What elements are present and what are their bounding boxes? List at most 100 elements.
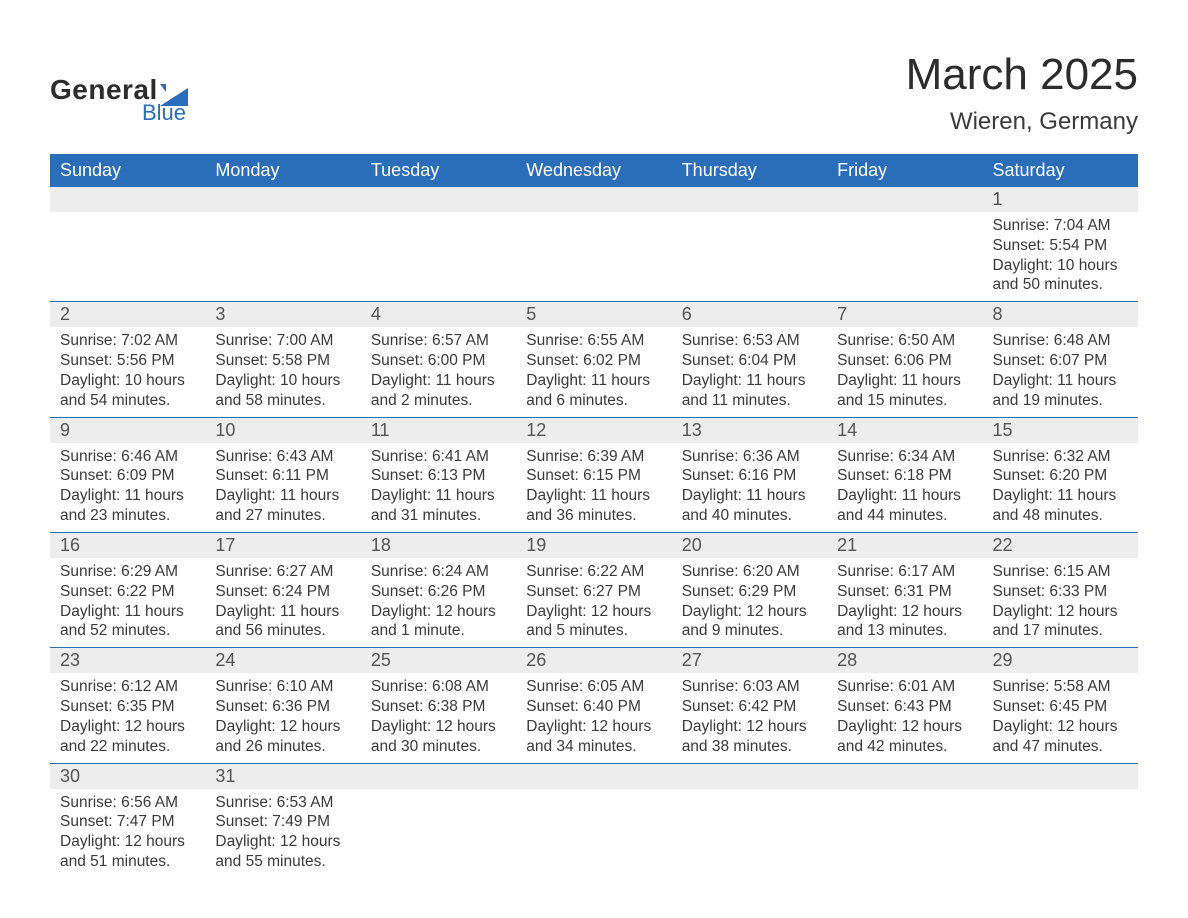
calendar-cell: 18Sunrise: 6:24 AMSunset: 6:26 PMDayligh… <box>361 532 516 647</box>
calendar-cell: 30Sunrise: 6:56 AMSunset: 7:47 PMDayligh… <box>50 763 205 878</box>
sunset-line: Sunset: 6:24 PM <box>215 582 350 602</box>
calendar-cell: 28Sunrise: 6:01 AMSunset: 6:43 PMDayligh… <box>827 648 982 763</box>
sunset-line: Sunset: 5:58 PM <box>215 351 350 371</box>
daylight-line-2: and 5 minutes. <box>526 621 661 641</box>
calendar-week-row: 16Sunrise: 6:29 AMSunset: 6:22 PMDayligh… <box>50 532 1138 647</box>
sunset-line: Sunset: 6:38 PM <box>371 697 506 717</box>
daylight-line-2: and 56 minutes. <box>215 621 350 641</box>
day-number: 7 <box>827 302 982 327</box>
day-number: 26 <box>516 648 671 673</box>
day-body: Sunrise: 6:48 AMSunset: 6:07 PMDaylight:… <box>983 327 1138 416</box>
calendar-cell: 23Sunrise: 6:12 AMSunset: 6:35 PMDayligh… <box>50 648 205 763</box>
day-body: Sunrise: 7:04 AMSunset: 5:54 PMDaylight:… <box>983 212 1138 301</box>
daylight-line-1: Daylight: 11 hours <box>837 486 972 506</box>
daylight-line-1: Daylight: 11 hours <box>837 371 972 391</box>
sunrise-line: Sunrise: 6:39 AM <box>526 447 661 467</box>
calendar-cell: 24Sunrise: 6:10 AMSunset: 6:36 PMDayligh… <box>205 648 360 763</box>
daylight-line-1: Daylight: 12 hours <box>837 602 972 622</box>
daylight-line-1: Daylight: 11 hours <box>60 602 195 622</box>
daylight-line-2: and 9 minutes. <box>682 621 817 641</box>
day-number <box>361 187 516 212</box>
calendar-cell <box>361 187 516 302</box>
calendar-cell: 16Sunrise: 6:29 AMSunset: 6:22 PMDayligh… <box>50 532 205 647</box>
day-body: Sunrise: 6:43 AMSunset: 6:11 PMDaylight:… <box>205 443 360 532</box>
sunset-line: Sunset: 5:54 PM <box>993 236 1128 256</box>
day-number: 22 <box>983 533 1138 558</box>
weekday-header: Thursday <box>672 154 827 187</box>
sunset-line: Sunset: 6:45 PM <box>993 697 1128 717</box>
day-body: Sunrise: 6:24 AMSunset: 6:26 PMDaylight:… <box>361 558 516 647</box>
daylight-line-2: and 55 minutes. <box>215 852 350 872</box>
calendar-cell: 17Sunrise: 6:27 AMSunset: 6:24 PMDayligh… <box>205 532 360 647</box>
calendar-cell: 13Sunrise: 6:36 AMSunset: 6:16 PMDayligh… <box>672 417 827 532</box>
day-body <box>50 212 205 292</box>
sunrise-line: Sunrise: 6:34 AM <box>837 447 972 467</box>
sunset-line: Sunset: 6:04 PM <box>682 351 817 371</box>
day-number: 9 <box>50 418 205 443</box>
day-body <box>361 789 516 869</box>
day-body: Sunrise: 6:41 AMSunset: 6:13 PMDaylight:… <box>361 443 516 532</box>
calendar-cell: 25Sunrise: 6:08 AMSunset: 6:38 PMDayligh… <box>361 648 516 763</box>
daylight-line-1: Daylight: 11 hours <box>682 371 817 391</box>
day-body <box>827 789 982 869</box>
sunrise-line: Sunrise: 6:22 AM <box>526 562 661 582</box>
title-block: March 2025 Wieren, Germany <box>906 50 1138 136</box>
calendar-cell: 2Sunrise: 7:02 AMSunset: 5:56 PMDaylight… <box>50 302 205 417</box>
sunrise-line: Sunrise: 6:12 AM <box>60 677 195 697</box>
sunrise-line: Sunrise: 6:32 AM <box>993 447 1128 467</box>
calendar-cell <box>672 763 827 878</box>
sunset-line: Sunset: 6:33 PM <box>993 582 1128 602</box>
sunset-line: Sunset: 6:15 PM <box>526 466 661 486</box>
day-body: Sunrise: 5:58 AMSunset: 6:45 PMDaylight:… <box>983 673 1138 762</box>
daylight-line-1: Daylight: 12 hours <box>60 717 195 737</box>
daylight-line-2: and 54 minutes. <box>60 391 195 411</box>
daylight-line-1: Daylight: 12 hours <box>215 832 350 852</box>
sunrise-line: Sunrise: 6:17 AM <box>837 562 972 582</box>
sunrise-line: Sunrise: 6:48 AM <box>993 331 1128 351</box>
day-body: Sunrise: 6:20 AMSunset: 6:29 PMDaylight:… <box>672 558 827 647</box>
calendar-cell: 14Sunrise: 6:34 AMSunset: 6:18 PMDayligh… <box>827 417 982 532</box>
calendar-cell <box>827 187 982 302</box>
sunset-line: Sunset: 7:47 PM <box>60 812 195 832</box>
weekday-header: Tuesday <box>361 154 516 187</box>
sunrise-line: Sunrise: 6:55 AM <box>526 331 661 351</box>
sunset-line: Sunset: 7:49 PM <box>215 812 350 832</box>
calendar-cell <box>827 763 982 878</box>
sunrise-line: Sunrise: 5:58 AM <box>993 677 1128 697</box>
daylight-line-1: Daylight: 11 hours <box>371 486 506 506</box>
day-number <box>672 764 827 789</box>
day-body: Sunrise: 7:02 AMSunset: 5:56 PMDaylight:… <box>50 327 205 416</box>
day-body <box>361 212 516 292</box>
calendar-cell: 8Sunrise: 6:48 AMSunset: 6:07 PMDaylight… <box>983 302 1138 417</box>
calendar-cell: 12Sunrise: 6:39 AMSunset: 6:15 PMDayligh… <box>516 417 671 532</box>
calendar-week-row: 1Sunrise: 7:04 AMSunset: 5:54 PMDaylight… <box>50 187 1138 302</box>
day-body: Sunrise: 6:03 AMSunset: 6:42 PMDaylight:… <box>672 673 827 762</box>
calendar-cell <box>361 763 516 878</box>
calendar-cell <box>672 187 827 302</box>
calendar-cell: 19Sunrise: 6:22 AMSunset: 6:27 PMDayligh… <box>516 532 671 647</box>
calendar-cell: 3Sunrise: 7:00 AMSunset: 5:58 PMDaylight… <box>205 302 360 417</box>
day-body <box>672 212 827 292</box>
daylight-line-2: and 19 minutes. <box>993 391 1128 411</box>
day-body: Sunrise: 6:57 AMSunset: 6:00 PMDaylight:… <box>361 327 516 416</box>
daylight-line-1: Daylight: 10 hours <box>60 371 195 391</box>
daylight-line-2: and 47 minutes. <box>993 737 1128 757</box>
sunrise-line: Sunrise: 6:53 AM <box>682 331 817 351</box>
day-body: Sunrise: 6:01 AMSunset: 6:43 PMDaylight:… <box>827 673 982 762</box>
sunrise-line: Sunrise: 6:43 AM <box>215 447 350 467</box>
sunset-line: Sunset: 6:09 PM <box>60 466 195 486</box>
daylight-line-2: and 52 minutes. <box>60 621 195 641</box>
sunset-line: Sunset: 6:16 PM <box>682 466 817 486</box>
sunrise-line: Sunrise: 7:04 AM <box>993 216 1128 236</box>
sunset-line: Sunset: 6:27 PM <box>526 582 661 602</box>
daylight-line-1: Daylight: 11 hours <box>215 486 350 506</box>
daylight-line-2: and 50 minutes. <box>993 275 1128 295</box>
sunrise-line: Sunrise: 6:50 AM <box>837 331 972 351</box>
day-body <box>672 789 827 869</box>
calendar-cell: 4Sunrise: 6:57 AMSunset: 6:00 PMDaylight… <box>361 302 516 417</box>
sunset-line: Sunset: 6:42 PM <box>682 697 817 717</box>
sunrise-line: Sunrise: 6:15 AM <box>993 562 1128 582</box>
day-number: 1 <box>983 187 1138 212</box>
calendar-cell <box>516 763 671 878</box>
sunrise-line: Sunrise: 6:56 AM <box>60 793 195 813</box>
